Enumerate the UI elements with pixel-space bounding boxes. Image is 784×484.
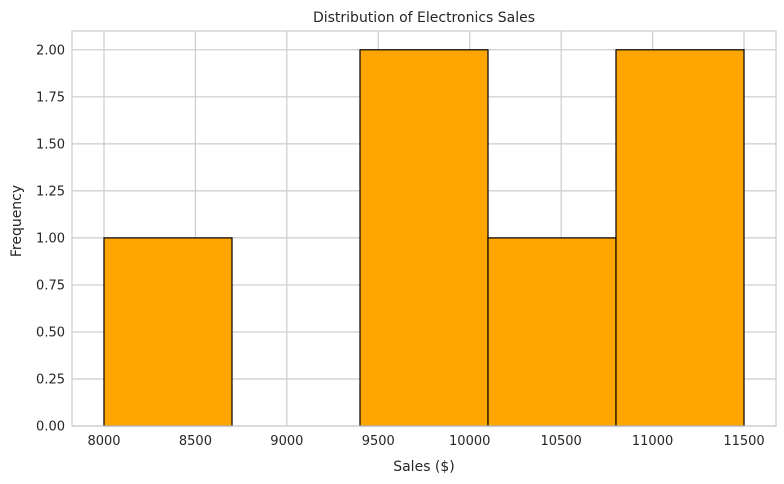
y-tick-label-2: 0.50 (36, 325, 65, 340)
y-tick-label-1: 0.25 (36, 372, 65, 387)
y-axis-ticks: 0.00 0.25 0.50 0.75 1.00 1.25 1.50 1.75 2.00 (36, 43, 65, 434)
y-tick-label-6: 1.50 (36, 137, 65, 152)
x-tick-label-4: 10000 (449, 434, 490, 449)
x-tick-label-1: 8500 (179, 434, 212, 449)
y-tick-label-3: 0.75 (36, 278, 65, 293)
x-tick-label-6: 11000 (632, 434, 673, 449)
x-tick-label-3: 9500 (362, 434, 395, 449)
chart-title: Distribution of Electronics Sales (313, 10, 535, 26)
x-tick-label-2: 9000 (270, 434, 303, 449)
y-tick-label-8: 2.00 (36, 43, 65, 58)
bar-3 (487, 237, 617, 427)
y-tick-label-5: 1.25 (36, 184, 65, 199)
x-tick-label-0: 8000 (87, 434, 120, 449)
bar-4 (615, 49, 745, 427)
y-tick-label-4: 1.00 (36, 231, 65, 246)
bar-0 (103, 237, 233, 427)
y-tick-label-0: 0.00 (36, 420, 65, 435)
y-axis-label: Frequency (9, 185, 25, 257)
x-axis-ticks: 8000 8500 9000 9500 10000 10500 11000 11500 (87, 434, 764, 449)
x-tick-label-7: 11500 (723, 434, 764, 449)
axes-frame (71, 30, 777, 427)
x-tick-label-5: 10500 (540, 434, 581, 449)
y-tick-label-7: 1.75 (36, 90, 65, 105)
x-axis-label: Sales ($) (393, 459, 455, 475)
bars (103, 49, 745, 427)
bar-2 (359, 49, 489, 427)
